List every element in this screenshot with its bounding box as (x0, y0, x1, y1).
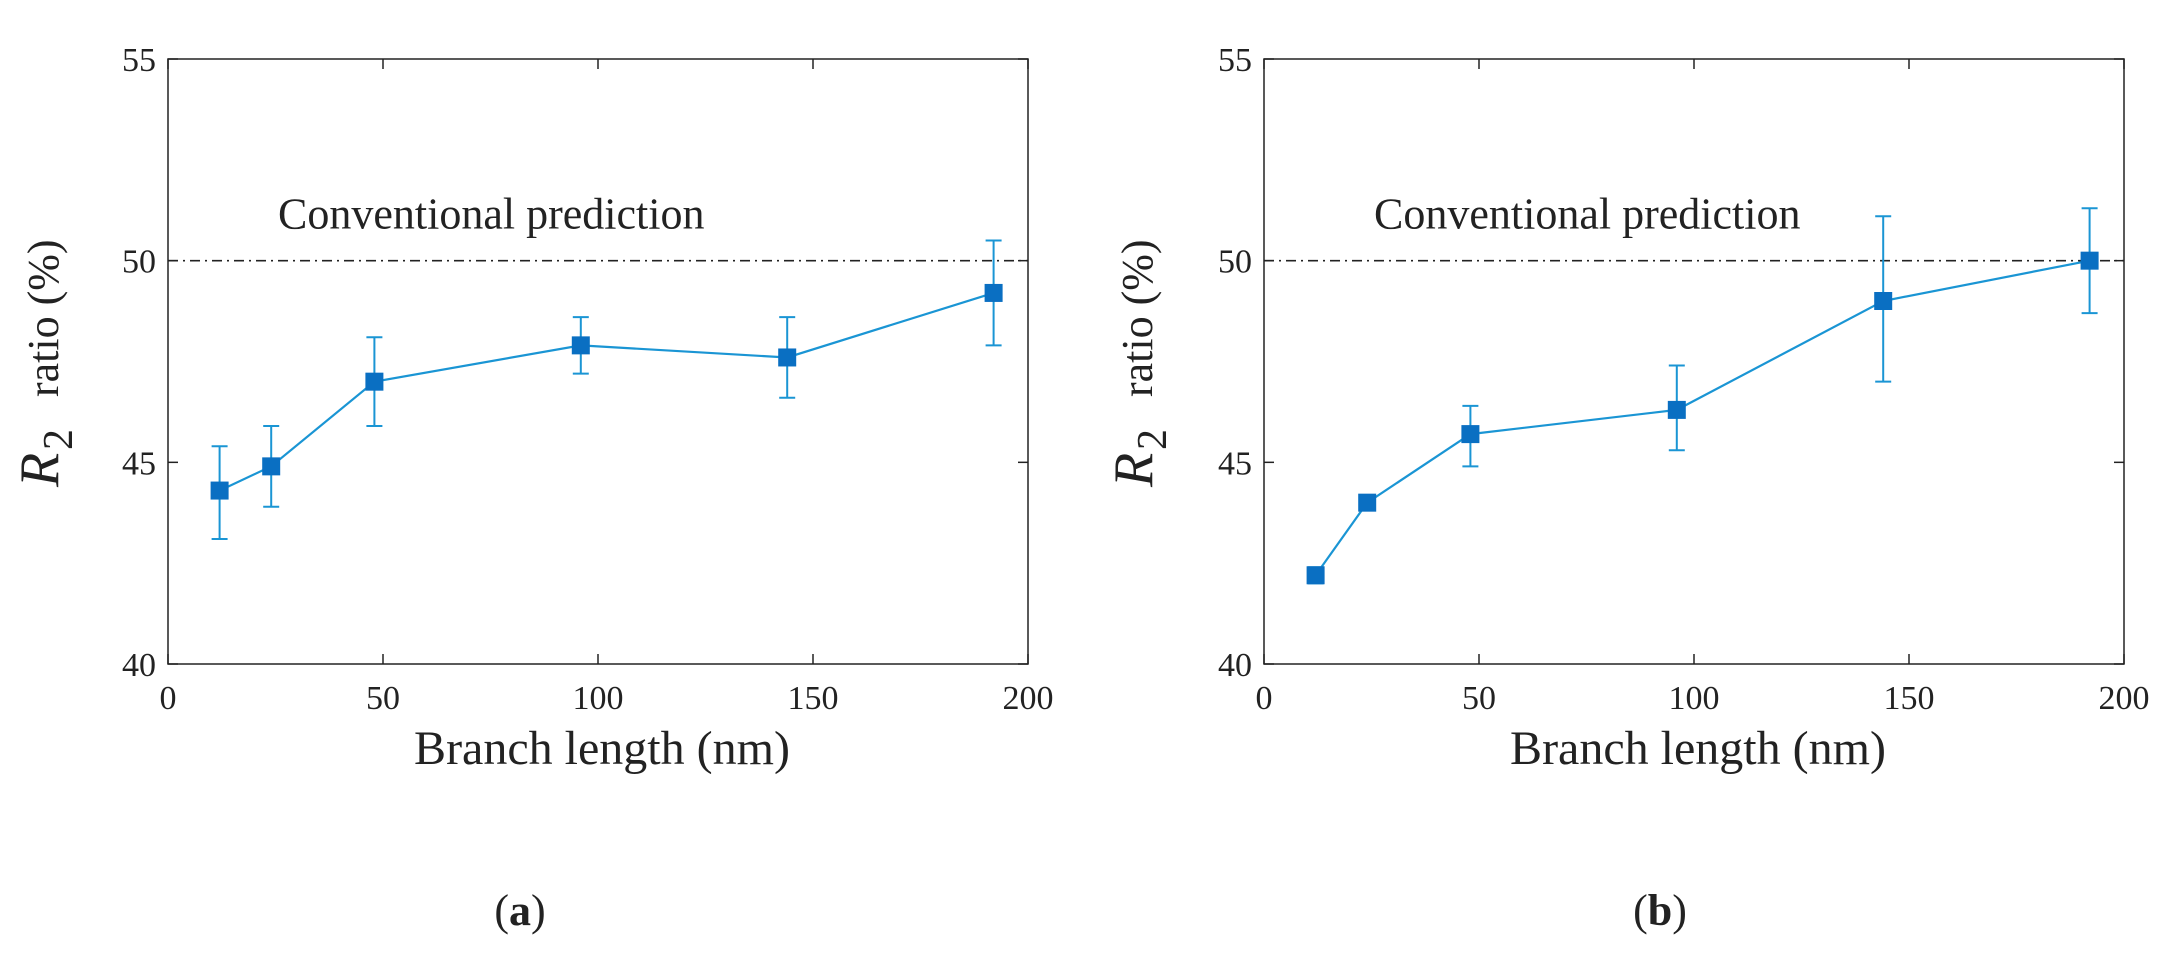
y-tick-label: 55 (1218, 42, 1252, 79)
data-point (262, 457, 281, 476)
y-axis-label-text: ratio (%) (1113, 239, 1162, 397)
panel-caption: (b) (1633, 886, 1687, 935)
x-tick-label: 200 (1003, 680, 1054, 717)
y-axis-label-symbol: R (1103, 453, 1165, 488)
chart-panel-b: 0 50 100 150 200 40 45 50 55 Conventional predict… (1103, 42, 2150, 935)
y-axis-label-symbol: R (9, 453, 71, 488)
x-tick-label: 150 (788, 680, 839, 717)
x-tick-label: 50 (366, 680, 400, 717)
x-tick-label: 0 (1256, 680, 1273, 717)
x-tick-label: 0 (160, 680, 177, 717)
plot-frame (167, 58, 1029, 665)
chart-panel-a: 0 50 100 150 200 40 45 50 55 Conventional predict… (9, 42, 1054, 935)
reference-line-label: Conventional prediction (278, 190, 704, 239)
y-tick-label: 40 (122, 647, 156, 684)
y-tick-label: 40 (1218, 647, 1252, 684)
x-tick-label: 50 (1462, 680, 1496, 717)
panel-caption: (a) (494, 886, 545, 935)
y-tick-label: 55 (122, 42, 156, 79)
y-axis-label: R 2 ratio (%) (9, 239, 82, 488)
data-point (1667, 400, 1686, 419)
panel-caption-close: ) (1672, 886, 1687, 935)
data-point (778, 348, 797, 367)
x-tick-label: 100 (573, 680, 624, 717)
series-line (1314, 259, 2090, 576)
x-axis-label: Branch length (nm) (414, 722, 790, 775)
x-axis-label: Branch length (nm) (1510, 722, 1886, 775)
panel-caption-letter: b (1648, 886, 1672, 935)
y-tick-label: 50 (122, 244, 156, 281)
reference-line-label: Conventional prediction (1374, 190, 1800, 239)
panel-caption-open: ( (494, 886, 509, 935)
data-point (1461, 425, 1480, 444)
data-point (1358, 493, 1377, 512)
data-point (1874, 292, 1893, 310)
y-tick-label: 45 (122, 445, 156, 482)
y-tick-label: 45 (1218, 445, 1252, 482)
panel-caption-letter: a (509, 886, 531, 935)
y-axis-label: R 2 ratio (%) (1103, 239, 1176, 488)
y-axis-label-text: ratio (%) (19, 239, 68, 397)
data-point (984, 283, 1003, 302)
x-tick-label: 150 (1884, 680, 1935, 717)
data-point (571, 336, 590, 355)
x-tick-label: 200 (2099, 680, 2150, 717)
data-point (210, 481, 229, 500)
data-point (2080, 251, 2099, 270)
y-axis-label-subscript: 2 (1130, 429, 1176, 450)
panel-caption-close: ) (531, 886, 546, 935)
data-point (1306, 566, 1325, 585)
panel-caption-open: ( (1633, 886, 1648, 935)
x-tick-label: 100 (1669, 680, 1720, 717)
y-axis-label-subscript: 2 (36, 429, 82, 450)
plot-frame (1263, 58, 2125, 665)
data-point (365, 372, 384, 391)
series-line (219, 291, 994, 492)
y-tick-label: 50 (1218, 244, 1252, 281)
